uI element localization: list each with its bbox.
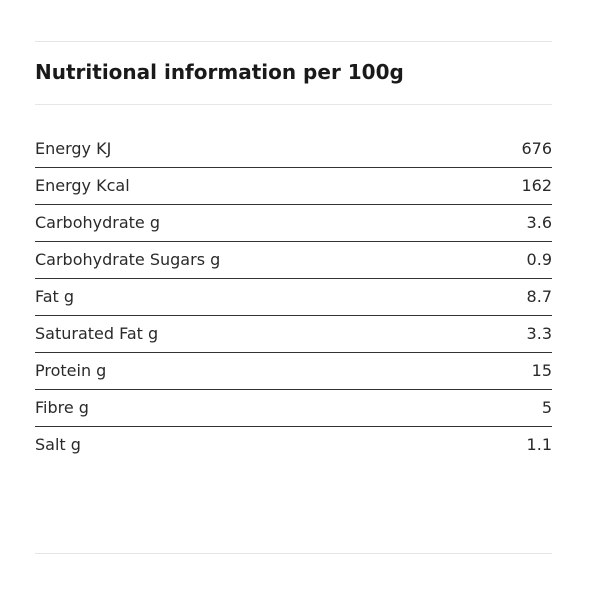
nutrient-name: Salt g (35, 435, 81, 454)
nutrient-name: Fibre g (35, 398, 89, 417)
nutrient-value: 676 (521, 139, 552, 158)
nutrient-name: Energy Kcal (35, 176, 130, 195)
top-divider (35, 41, 552, 42)
table-row: Fibre g 5 (35, 390, 552, 427)
nutrient-value: 162 (521, 176, 552, 195)
table-row: Carbohydrate g 3.6 (35, 205, 552, 242)
nutrient-value: 15 (531, 361, 552, 380)
table-row: Fat g 8.7 (35, 279, 552, 316)
nutrient-value: 3.6 (526, 213, 552, 232)
table-row: Saturated Fat g 3.3 (35, 316, 552, 353)
section-title: Nutritional information per 100g (35, 60, 404, 84)
nutrient-name: Fat g (35, 287, 75, 306)
nutrient-value: 1.1 (526, 435, 552, 454)
nutrient-value: 8.7 (526, 287, 552, 306)
nutrient-value: 3.3 (526, 324, 552, 343)
bottom-divider (35, 553, 552, 554)
table-row: Energy Kcal 162 (35, 168, 552, 205)
nutrient-name: Carbohydrate g (35, 213, 161, 232)
nutrient-name: Protein g (35, 361, 107, 380)
nutrient-name: Carbohydrate Sugars g (35, 250, 221, 269)
nutrient-value: 5 (541, 398, 552, 417)
table-row: Energy KJ 676 (35, 131, 552, 168)
table-row: Salt g 1.1 (35, 427, 552, 463)
nutrition-table: Energy KJ 676 Energy Kcal 162 Carbohydrate g… (35, 131, 552, 463)
nutrient-name: Saturated Fat g (35, 324, 159, 343)
nutrient-name: Energy KJ (35, 139, 112, 158)
table-row: Protein g 15 (35, 353, 552, 390)
title-divider (35, 104, 552, 105)
nutrient-value: 0.9 (526, 250, 552, 269)
table-row: Carbohydrate Sugars g 0.9 (35, 242, 552, 279)
